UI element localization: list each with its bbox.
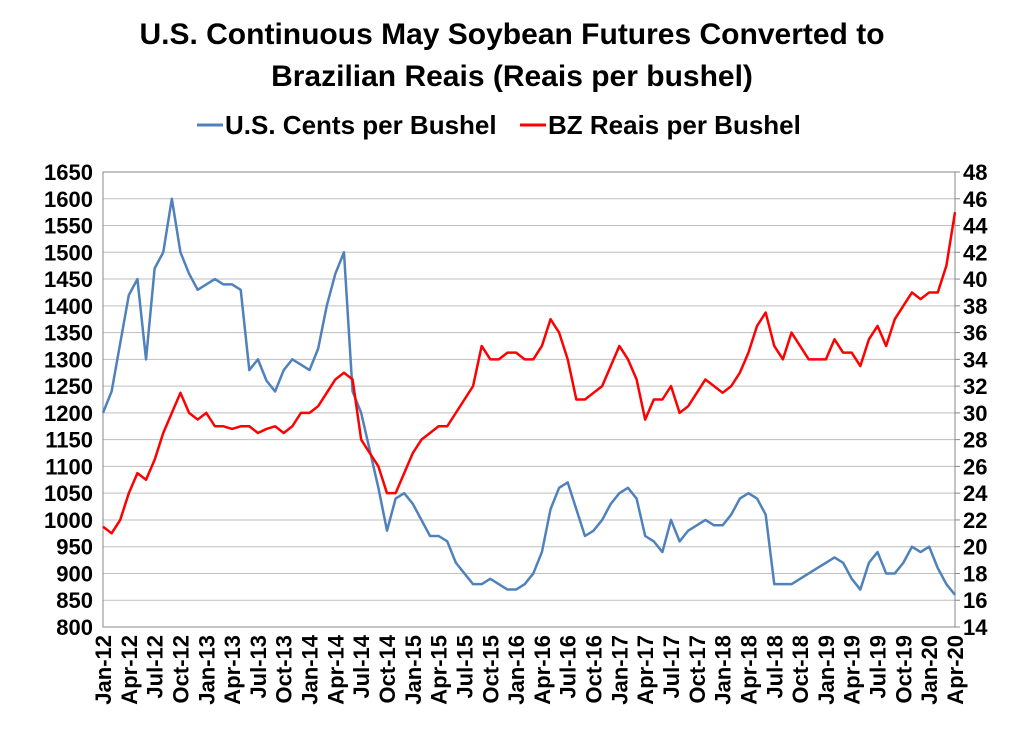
y-tick-label: 1200: [44, 401, 93, 426]
x-tick-label: Oct-12: [168, 635, 193, 703]
x-tick-label: Jan-14: [298, 634, 323, 704]
y-tick-label: 800: [56, 615, 93, 640]
y2-tick-label: 40: [963, 267, 987, 292]
x-tick-label: Apr-20: [943, 635, 968, 705]
x-tick-label: Jul-13: [246, 635, 271, 699]
y2-tick-label: 22: [963, 508, 987, 533]
x-tick-label: Oct-18: [788, 635, 813, 703]
y2-tick-label: 30: [963, 401, 987, 426]
y2-tick-label: 14: [963, 615, 988, 640]
y-tick-label: 1650: [44, 160, 93, 185]
x-tick-label: Apr-13: [220, 635, 245, 705]
y2-tick-label: 46: [963, 187, 987, 212]
x-tick-label: Jul-19: [866, 635, 891, 699]
plot-frame: [102, 171, 956, 628]
x-tick-label: Jan-19: [814, 635, 839, 705]
x-tick-label: Apr-15: [427, 635, 452, 705]
y2-tick-label: 20: [963, 535, 987, 560]
series-line: [101, 197, 956, 596]
x-tick-label: Oct-16: [582, 635, 607, 703]
y2-tick-label: 16: [963, 588, 987, 613]
x-tick-label: Jan-20: [917, 635, 942, 705]
chart-title: U.S. Continuous May Soybean Futures Conv…: [139, 18, 884, 51]
x-tick-label: Apr-14: [323, 634, 348, 704]
x-tick-label: Jul-15: [452, 635, 477, 699]
x-tick-label: Jul-12: [143, 635, 168, 699]
y-tick-label: 1100: [45, 454, 93, 479]
y-tick-label: 1250: [44, 374, 93, 399]
series-line: [102, 211, 957, 535]
x-tick-label: Apr-18: [736, 635, 761, 705]
y-tick-label: 1500: [44, 240, 93, 265]
y-tick-label: 950: [56, 535, 93, 560]
y-tick-label: 900: [56, 561, 93, 586]
chart-title: Brazilian Reais (Reais per bushel): [271, 60, 753, 93]
y-tick-label: 1350: [44, 321, 93, 346]
x-tick-label: Jul-17: [659, 635, 684, 699]
x-tick-label: Jan-12: [91, 635, 116, 705]
y2-tick-label: 44: [963, 214, 988, 239]
x-tick-label: Oct-19: [891, 635, 916, 703]
y2-tick-label: 48: [963, 160, 987, 185]
y2-tick-label: 26: [963, 454, 987, 479]
y-tick-label: 1050: [44, 481, 93, 506]
x-tick-label: Jan-15: [401, 635, 426, 705]
x-tick-label: Apr-12: [117, 635, 142, 705]
x-tick-label: Apr-19: [840, 635, 865, 705]
x-tick-label: Jan-17: [607, 635, 632, 705]
legend-label: BZ Reais per Bushel: [548, 110, 801, 140]
x-tick-label: Jul-16: [556, 635, 581, 699]
legend-label: U.S. Cents per Bushel: [225, 110, 497, 140]
x-tick-label: Apr-16: [530, 635, 555, 705]
y-tick-label: 1300: [44, 347, 93, 372]
x-tick-label: Jan-13: [194, 635, 219, 705]
y-tick-label: 850: [56, 588, 93, 613]
y2-tick-label: 34: [963, 347, 988, 372]
x-tick-label: Oct-13: [272, 635, 297, 703]
x-tick-label: Apr-17: [633, 635, 658, 705]
x-tick-label: Jul-14: [349, 634, 374, 698]
y-tick-label: 1150: [45, 428, 93, 453]
x-tick-label: Jul-18: [762, 635, 787, 699]
x-tick-label: Jan-18: [711, 635, 736, 705]
y2-tick-label: 28: [963, 428, 987, 453]
y2-tick-label: 24: [963, 481, 988, 506]
y-tick-label: 1550: [44, 214, 93, 239]
x-tick-label: Oct-14: [375, 634, 400, 703]
y-tick-label: 1000: [44, 508, 93, 533]
x-tick-label: Jan-16: [504, 635, 529, 705]
y-tick-label: 1600: [44, 187, 93, 212]
y2-tick-label: 32: [963, 374, 987, 399]
y2-tick-label: 38: [963, 294, 987, 319]
y2-tick-label: 18: [963, 561, 987, 586]
y2-tick-label: 42: [963, 240, 987, 265]
y2-tick-label: 36: [963, 321, 987, 346]
y-tick-label: 1400: [44, 294, 93, 319]
x-tick-label: Oct-15: [478, 635, 503, 703]
y-tick-label: 1450: [44, 267, 93, 292]
x-tick-label: Oct-17: [685, 635, 710, 703]
